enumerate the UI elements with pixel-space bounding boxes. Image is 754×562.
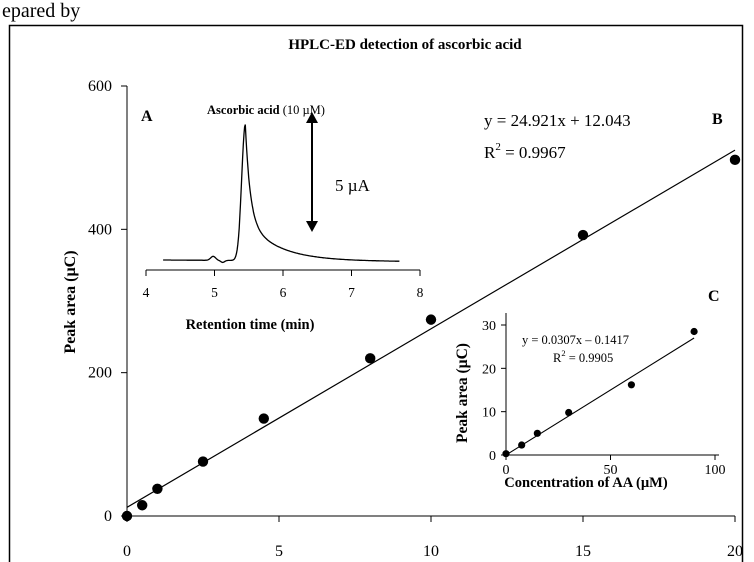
main-x-tick-label: 20 xyxy=(727,543,743,560)
inset-c-data-point xyxy=(518,441,526,449)
inset-c-x-axis-label: Concentration of AA (µM) xyxy=(504,475,668,491)
inset-a-x-axis-label: Retention time (min) xyxy=(186,317,315,333)
inset-c-y-tick-label: 20 xyxy=(482,362,496,377)
inset-c-y-tick-label: 10 xyxy=(482,406,496,421)
main-data-point xyxy=(365,353,376,364)
main-data-point xyxy=(577,229,589,241)
inset-c-data-point xyxy=(690,327,698,336)
inset-c-equation: y = 0.0307x – 0.1417 xyxy=(522,333,629,347)
main-y-tick-label: 600 xyxy=(88,78,112,95)
main-fit-line xyxy=(126,149,736,508)
inset-c-y-tick-label: 0 xyxy=(489,449,496,464)
scale-bar xyxy=(306,112,318,232)
inset-c-data-point xyxy=(565,408,573,417)
main-data-point xyxy=(197,456,209,467)
main-data-point xyxy=(137,500,148,511)
main-y-axis-label: Peak area (µC) xyxy=(62,250,79,353)
inset-a-x-tick-label: 6 xyxy=(280,285,287,300)
main-data-point xyxy=(729,154,741,166)
inset-a-x-tick-label: 8 xyxy=(417,285,424,300)
main-x-tick-label: 10 xyxy=(423,543,439,560)
main-data-point xyxy=(258,413,269,424)
main-data-point xyxy=(121,510,133,522)
inset-c-data-point xyxy=(627,381,636,389)
inset-c-data-point xyxy=(533,429,541,437)
panel-label-c: C xyxy=(708,288,720,305)
main-data-point xyxy=(425,314,437,325)
main-x-tick-label: 5 xyxy=(275,543,283,560)
main-y-tick-label: 0 xyxy=(104,508,112,525)
chromatogram-trace xyxy=(163,124,400,264)
main-equation: y = 24.921x + 12.043 xyxy=(484,111,631,130)
chart-frame xyxy=(8,24,744,562)
main-data-point xyxy=(152,483,163,494)
chromatogram-inset: A Ascorbic acid (10 µM) 4 5 6 7 8 Retention … xyxy=(141,103,424,333)
scale-bar-label: 5 µA xyxy=(335,176,371,195)
inset-c-x-tick-label: 0 xyxy=(503,463,510,478)
main-x-tick-label: 15 xyxy=(575,543,591,560)
inset-a-x-tick-label: 5 xyxy=(211,285,218,300)
caption-fragment: epared by xyxy=(2,0,80,22)
chart-title: HPLC-ED detection of ascorbic acid xyxy=(288,37,522,53)
inset-c-x-tick-label: 50 xyxy=(604,463,618,478)
inset-a-x-tick-label: 7 xyxy=(348,285,355,300)
panel-label-b: B xyxy=(712,111,723,128)
panel-label-a: A xyxy=(141,108,153,125)
main-r-squared: R2 = 0.9967 xyxy=(484,141,566,162)
inset-c-x-tick-label: 100 xyxy=(705,463,726,478)
inset-a-x-tick-label: 4 xyxy=(143,285,150,300)
calibration-inset: C 0 10 20 30 0 50 100 y = 0.0307x – 0.1417 R2… xyxy=(454,288,726,491)
main-y-tick-label: 400 xyxy=(88,221,112,238)
inset-c-y-axis-label: Peak area (µC) xyxy=(454,343,471,443)
inset-c-data-point xyxy=(502,450,510,458)
peak-label: Ascorbic acid (10 µM) xyxy=(207,103,325,117)
main-x-tick-label: 0 xyxy=(123,543,131,560)
inset-c-r-squared: R2 = 0.9905 xyxy=(553,348,613,365)
main-y-tick-label: 200 xyxy=(88,365,112,382)
inset-c-y-tick-label: 30 xyxy=(482,319,496,334)
